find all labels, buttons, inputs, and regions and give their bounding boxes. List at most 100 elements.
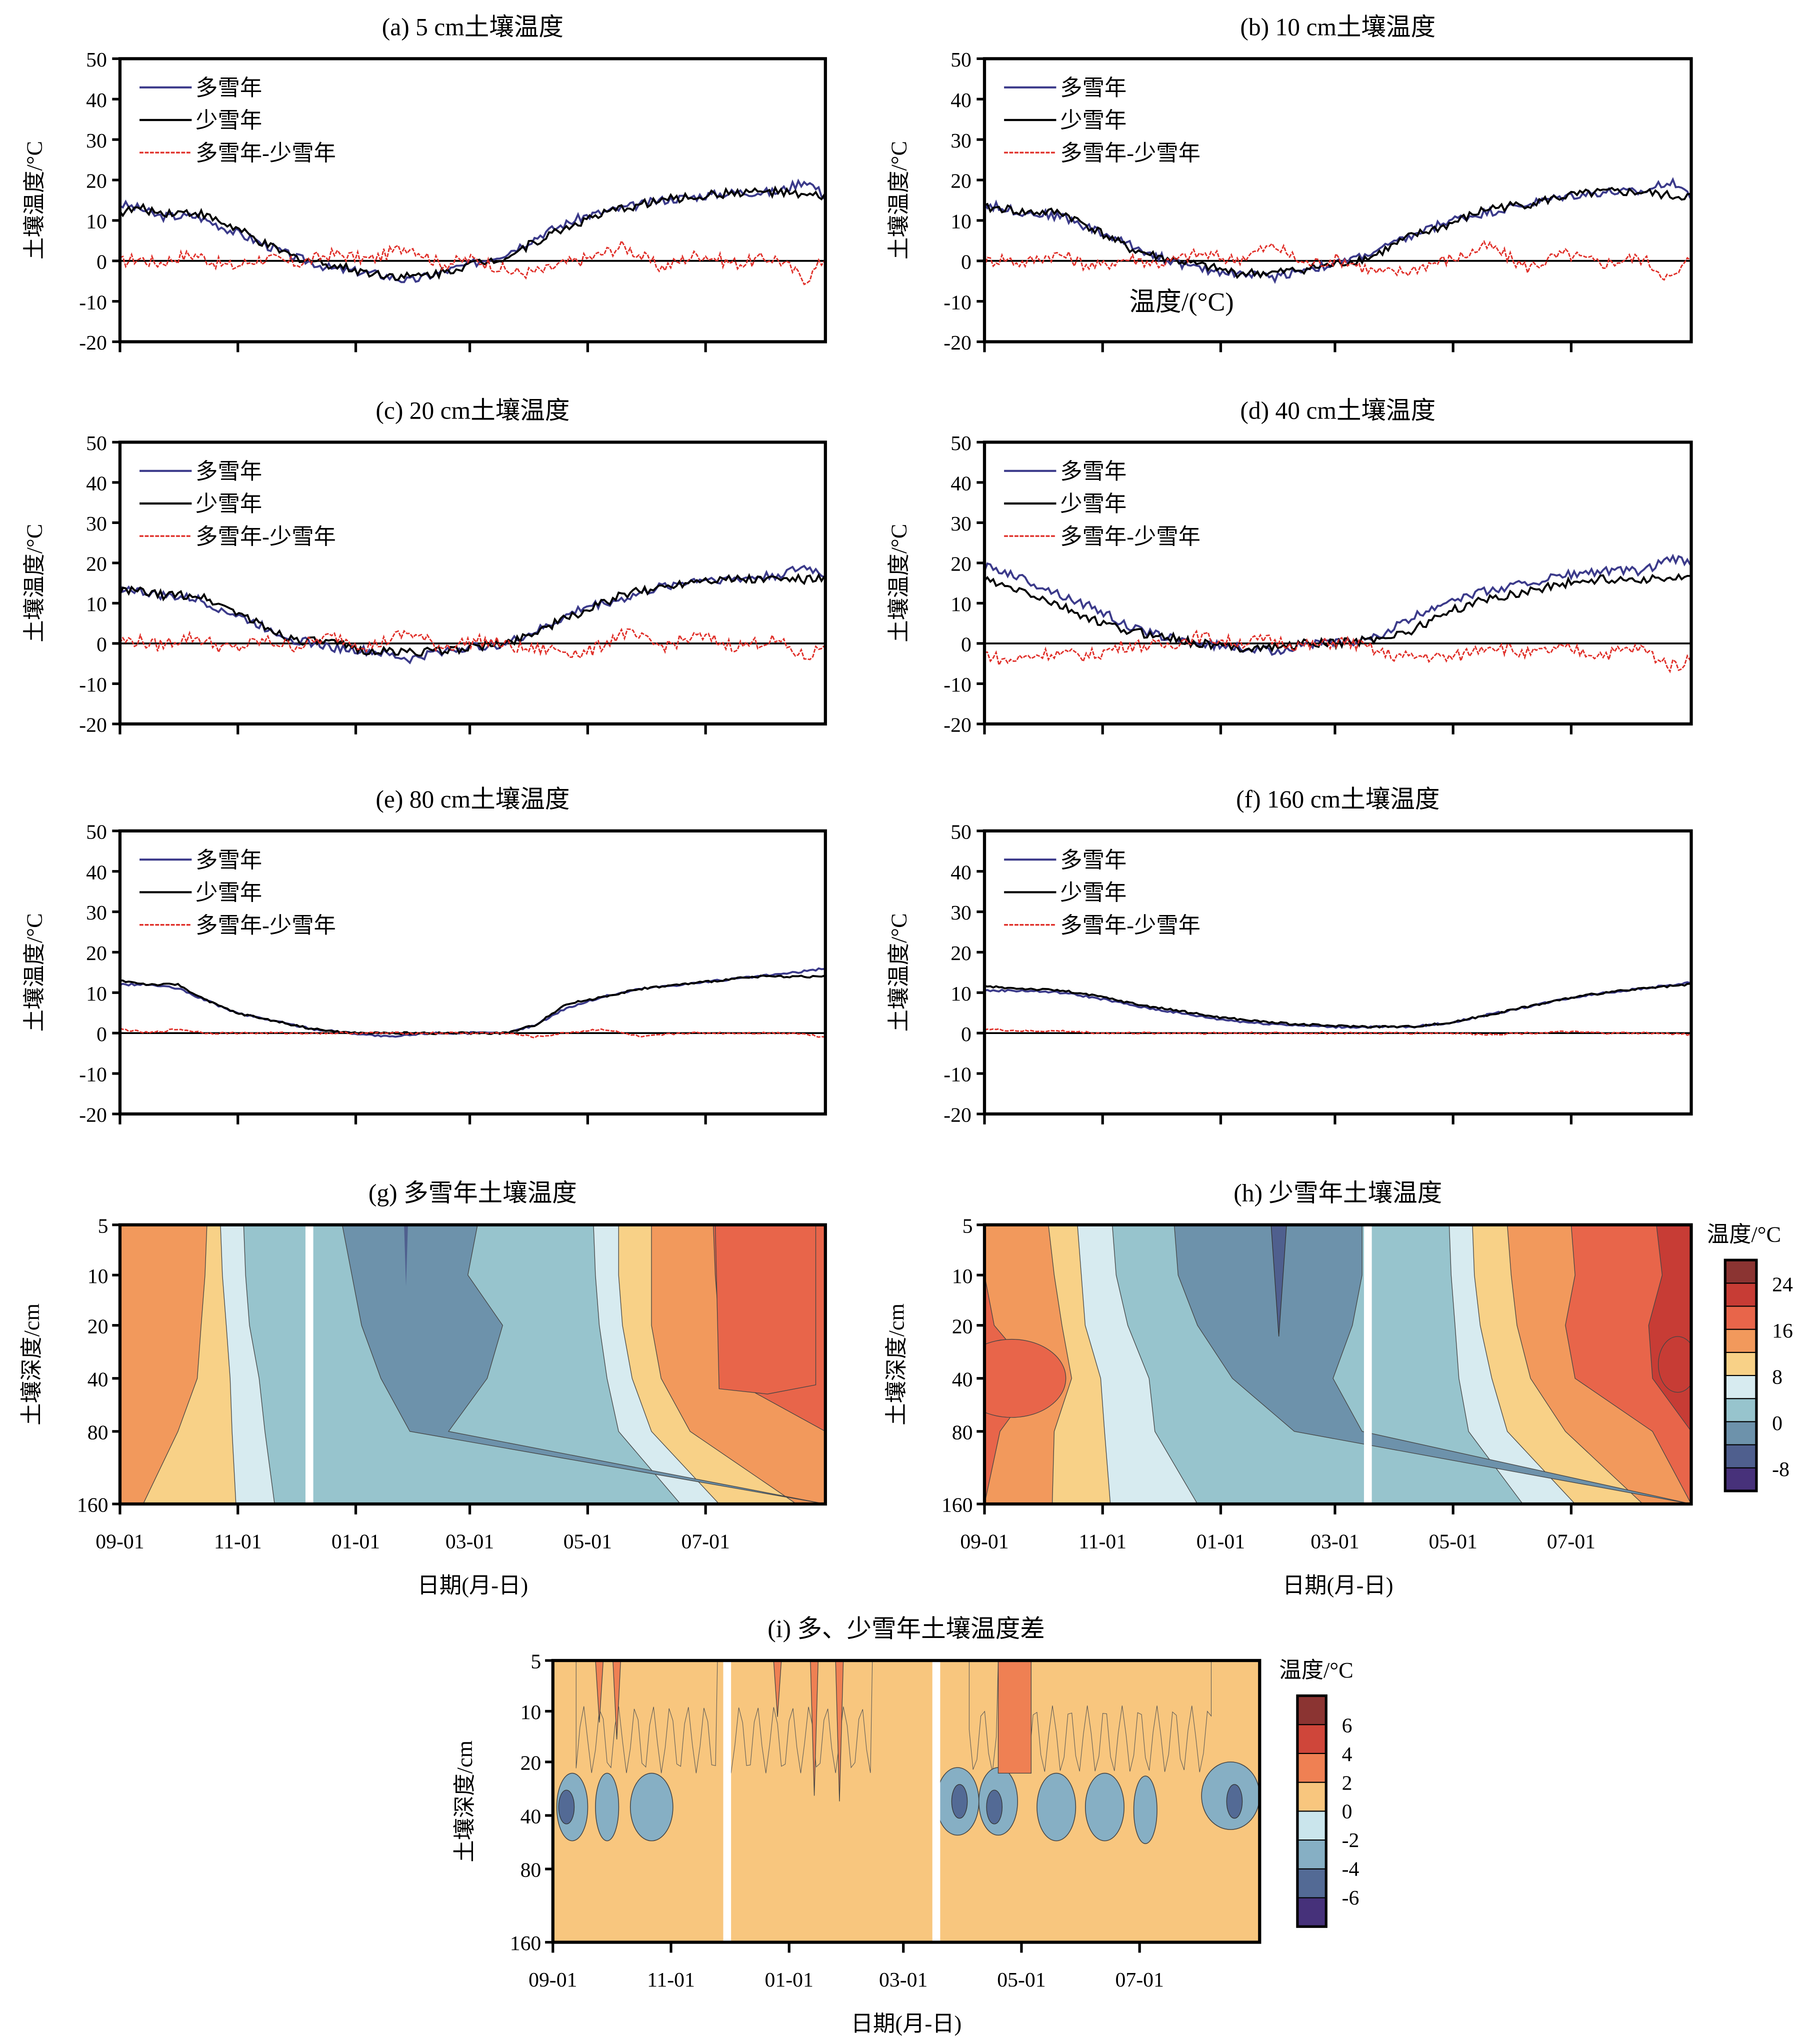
panel-c: (c) 20 cm土壤温度 -20 -10 0 10 20 30 40 50 土壤温度/°C 多雪年… bbox=[22, 396, 827, 737]
y-tick-label: 5 bbox=[962, 1214, 973, 1238]
contour-band bbox=[942, 1660, 949, 1794]
panel-title: (e) 80 cm土壤温度 bbox=[376, 786, 570, 813]
data-gap bbox=[932, 1660, 940, 1942]
colorbar-tick-label: 0 bbox=[1342, 1800, 1352, 1824]
y-axis-label: 土壤深度/cm bbox=[19, 1304, 44, 1426]
y-tick-label: 10 bbox=[86, 982, 107, 1006]
contour-band bbox=[773, 1660, 782, 1717]
colorbar-tick-label: 24 bbox=[1772, 1274, 1793, 1296]
colorbar-tick-label: -8 bbox=[1772, 1458, 1790, 1481]
y-tick-label: 30 bbox=[950, 902, 972, 924]
y-tick-label: 10 bbox=[950, 210, 972, 234]
series-line-light-snow bbox=[120, 974, 825, 1036]
y-tick-label: 20 bbox=[950, 553, 972, 576]
y-tick-label: 40 bbox=[952, 1368, 973, 1391]
colorbar-swatch bbox=[1724, 1421, 1757, 1446]
legend-label: 多雪年-少雪年 bbox=[1060, 140, 1200, 166]
panel-title: (b) 10 cm土壤温度 bbox=[1240, 13, 1436, 40]
y-tick-label: 10 bbox=[86, 593, 107, 616]
y-tick-label: 40 bbox=[86, 472, 107, 496]
y-tick-label: 20 bbox=[950, 942, 972, 965]
x-tick-label: 09-01 bbox=[528, 1968, 577, 1992]
y-tick-label: 0 bbox=[96, 1023, 107, 1046]
contour-fill bbox=[552, 1660, 1260, 1942]
colorbar-title: 温度/°C bbox=[1707, 1222, 1781, 1247]
series-line-difference bbox=[119, 628, 826, 660]
x-axis-label: 日期(月-日) bbox=[418, 1572, 528, 1598]
data-gap bbox=[723, 1660, 732, 1942]
y-tick-label: 40 bbox=[950, 472, 972, 496]
contour-band bbox=[342, 1224, 826, 1504]
x-axis-label: 日期(月-日) bbox=[851, 2011, 962, 2036]
y-tick-label: 30 bbox=[950, 130, 972, 152]
y-tick-label: 50 bbox=[950, 432, 972, 455]
y-tick-label: -10 bbox=[79, 291, 107, 314]
y-tick-label: 160 bbox=[77, 1494, 108, 1517]
colorbar-difference: 温度/°C 6 4 2 0 -2 -4 -6 bbox=[1279, 1658, 1360, 1928]
y-axis-label: 土壤温度/°C bbox=[22, 913, 46, 1032]
series-line-difference bbox=[120, 1028, 825, 1039]
y-tick-label: 20 bbox=[88, 1315, 108, 1338]
colorbar-swatch bbox=[1724, 1282, 1757, 1307]
series-line-light-snow bbox=[984, 982, 1690, 1029]
colorbar-swatch bbox=[1296, 1695, 1327, 1726]
data-gap bbox=[1364, 1224, 1372, 1504]
contour-band bbox=[714, 1224, 816, 1394]
colorbar-swatch bbox=[1296, 1840, 1327, 1870]
colorbar-tick-label: 6 bbox=[1342, 1714, 1352, 1737]
contour-band bbox=[960, 1660, 966, 1792]
legend-label: 多雪年-少雪年 bbox=[1060, 912, 1200, 938]
y-tick-label: 160 bbox=[510, 1932, 542, 1955]
y-tick-label: 10 bbox=[86, 210, 107, 234]
colorbar-swatch bbox=[1724, 1467, 1757, 1492]
stray-annotation: 温度/(°C) bbox=[1129, 288, 1234, 316]
line-panels: (a) 5 cm土壤温度-20-1001020304050土壤温度/°C多雪年少… bbox=[22, 13, 1693, 1127]
x-tick-label: 09-01 bbox=[96, 1530, 144, 1554]
colorbar-frame bbox=[1724, 1258, 1758, 1492]
y-axis-label: 土壤温度/°C bbox=[22, 141, 46, 260]
contour-fill bbox=[984, 1224, 1692, 1504]
y-tick-label: -10 bbox=[79, 1064, 107, 1086]
contour-band bbox=[835, 1660, 844, 1802]
contour-band bbox=[924, 1660, 932, 1738]
y-axis-label: 土壤温度/°C bbox=[886, 913, 912, 1032]
contour-band bbox=[954, 1660, 960, 1797]
series-line-light-snow bbox=[984, 186, 1690, 280]
colorbar-swatch bbox=[1724, 1328, 1757, 1353]
colorbar-swatch bbox=[1724, 1260, 1757, 1284]
x-tick-label: 05-01 bbox=[1429, 1530, 1478, 1554]
y-tick-label: -10 bbox=[944, 674, 972, 696]
colorbar-tick-label: -2 bbox=[1342, 1829, 1360, 1852]
data-gap bbox=[305, 1224, 314, 1504]
x-tick-label: 01-01 bbox=[332, 1530, 380, 1554]
series-line-difference bbox=[984, 630, 1691, 674]
plot-frame bbox=[982, 440, 1693, 726]
contour-band bbox=[948, 1660, 954, 1800]
plot-frame bbox=[982, 829, 1693, 1116]
colorbar-swatch bbox=[1296, 1724, 1327, 1754]
y-tick-label: 10 bbox=[88, 1265, 108, 1288]
y-tick-label: 20 bbox=[86, 170, 107, 193]
series-line-difference bbox=[984, 240, 1691, 281]
x-tick-label: 05-01 bbox=[564, 1530, 612, 1554]
legend-label: 多雪年 bbox=[1060, 75, 1126, 100]
colorbar-swatch bbox=[1296, 1782, 1327, 1812]
y-tick-label: 0 bbox=[961, 250, 972, 274]
legend-label: 多雪年 bbox=[196, 848, 262, 872]
contour-band bbox=[968, 1660, 998, 1772]
plot-frame bbox=[118, 1223, 827, 1506]
contour-band bbox=[1036, 1772, 1076, 1842]
y-tick-label: -20 bbox=[79, 332, 107, 354]
panel-title: (c) 20 cm土壤温度 bbox=[376, 396, 570, 424]
plot-frame bbox=[982, 57, 1693, 344]
contour-band bbox=[595, 1772, 620, 1842]
panel-title: (a) 5 cm土壤温度 bbox=[382, 13, 564, 40]
contour-band bbox=[1658, 1336, 1692, 1393]
y-tick-label: 0 bbox=[961, 634, 972, 656]
colorbar-swatch bbox=[1724, 1306, 1757, 1330]
y-tick-label: -10 bbox=[944, 291, 972, 314]
y-tick-label: 80 bbox=[88, 1421, 108, 1444]
colorbar-swatch bbox=[1296, 1897, 1327, 1928]
